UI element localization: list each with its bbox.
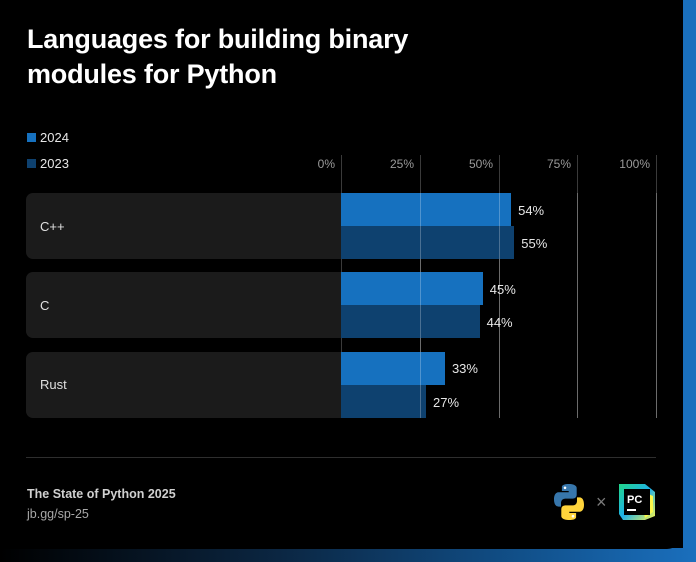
x-tick-label-1: 25% bbox=[389, 157, 414, 171]
bar-c-2024 bbox=[341, 272, 483, 305]
bar-cpp-2023 bbox=[341, 226, 515, 259]
category-label-cpp: C++ bbox=[40, 219, 65, 234]
separator-times: × bbox=[596, 492, 607, 512]
legend-item-2024: 2024 bbox=[27, 130, 69, 145]
row-panel-c bbox=[26, 272, 356, 338]
row-panel-rust bbox=[26, 352, 356, 418]
chart-title: Languages for building binary modules fo… bbox=[27, 24, 409, 89]
pycharm-logo-text: PC bbox=[627, 494, 642, 506]
bar-value-c-2024: 45% bbox=[489, 282, 516, 297]
gridline-overlay-3 bbox=[577, 193, 578, 418]
gridline-overlay-2 bbox=[499, 193, 500, 418]
legend-swatch-2024 bbox=[27, 133, 36, 142]
gridline-overlay-4 bbox=[656, 193, 657, 418]
pycharm-logo-icon: PC bbox=[619, 484, 655, 520]
gridline-overlay-1 bbox=[420, 193, 421, 418]
bar-rust-2023 bbox=[341, 385, 427, 418]
footer-link[interactable]: jb.gg/sp-25 bbox=[27, 507, 89, 521]
bar-c-2023 bbox=[341, 305, 480, 338]
bar-rust-2024 bbox=[341, 352, 445, 385]
row-panel-cpp bbox=[26, 193, 356, 259]
gridline-3 bbox=[577, 155, 578, 418]
right-accent-band bbox=[683, 0, 696, 562]
x-tick-label-0: 0% bbox=[317, 157, 335, 171]
legend-label-2024: 2024 bbox=[40, 130, 69, 145]
gridline-2 bbox=[499, 155, 500, 418]
category-label-rust: Rust bbox=[40, 377, 67, 392]
legend-item-2023: 2023 bbox=[27, 156, 69, 171]
legend-label-2023: 2023 bbox=[40, 156, 69, 171]
bar-value-rust-2023: 27% bbox=[433, 395, 460, 410]
category-label-c: C bbox=[40, 298, 50, 313]
bar-cpp-2024 bbox=[341, 193, 512, 226]
footer-title: The State of Python 2025 bbox=[27, 487, 176, 501]
bar-value-cpp-2023: 55% bbox=[521, 236, 548, 251]
bottom-gradient-band bbox=[0, 548, 696, 562]
python-logo-icon bbox=[554, 484, 584, 520]
x-tick-label-3: 75% bbox=[546, 157, 571, 171]
gridline-4 bbox=[656, 155, 657, 418]
footer-divider bbox=[26, 457, 656, 458]
legend-swatch-2023 bbox=[27, 159, 36, 168]
x-tick-label-4: 100% bbox=[619, 157, 650, 171]
bar-value-rust-2024: 33% bbox=[451, 361, 478, 376]
bar-value-cpp-2024: 54% bbox=[518, 203, 545, 218]
x-tick-label-2: 50% bbox=[468, 157, 493, 171]
bar-value-c-2023: 44% bbox=[486, 315, 513, 330]
